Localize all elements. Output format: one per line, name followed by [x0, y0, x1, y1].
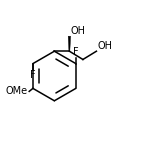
Text: F: F: [30, 70, 36, 80]
Text: F: F: [73, 47, 79, 57]
Text: OH: OH: [71, 26, 86, 36]
Text: OMe: OMe: [5, 86, 27, 96]
Polygon shape: [68, 36, 71, 51]
Text: OH: OH: [98, 41, 113, 51]
